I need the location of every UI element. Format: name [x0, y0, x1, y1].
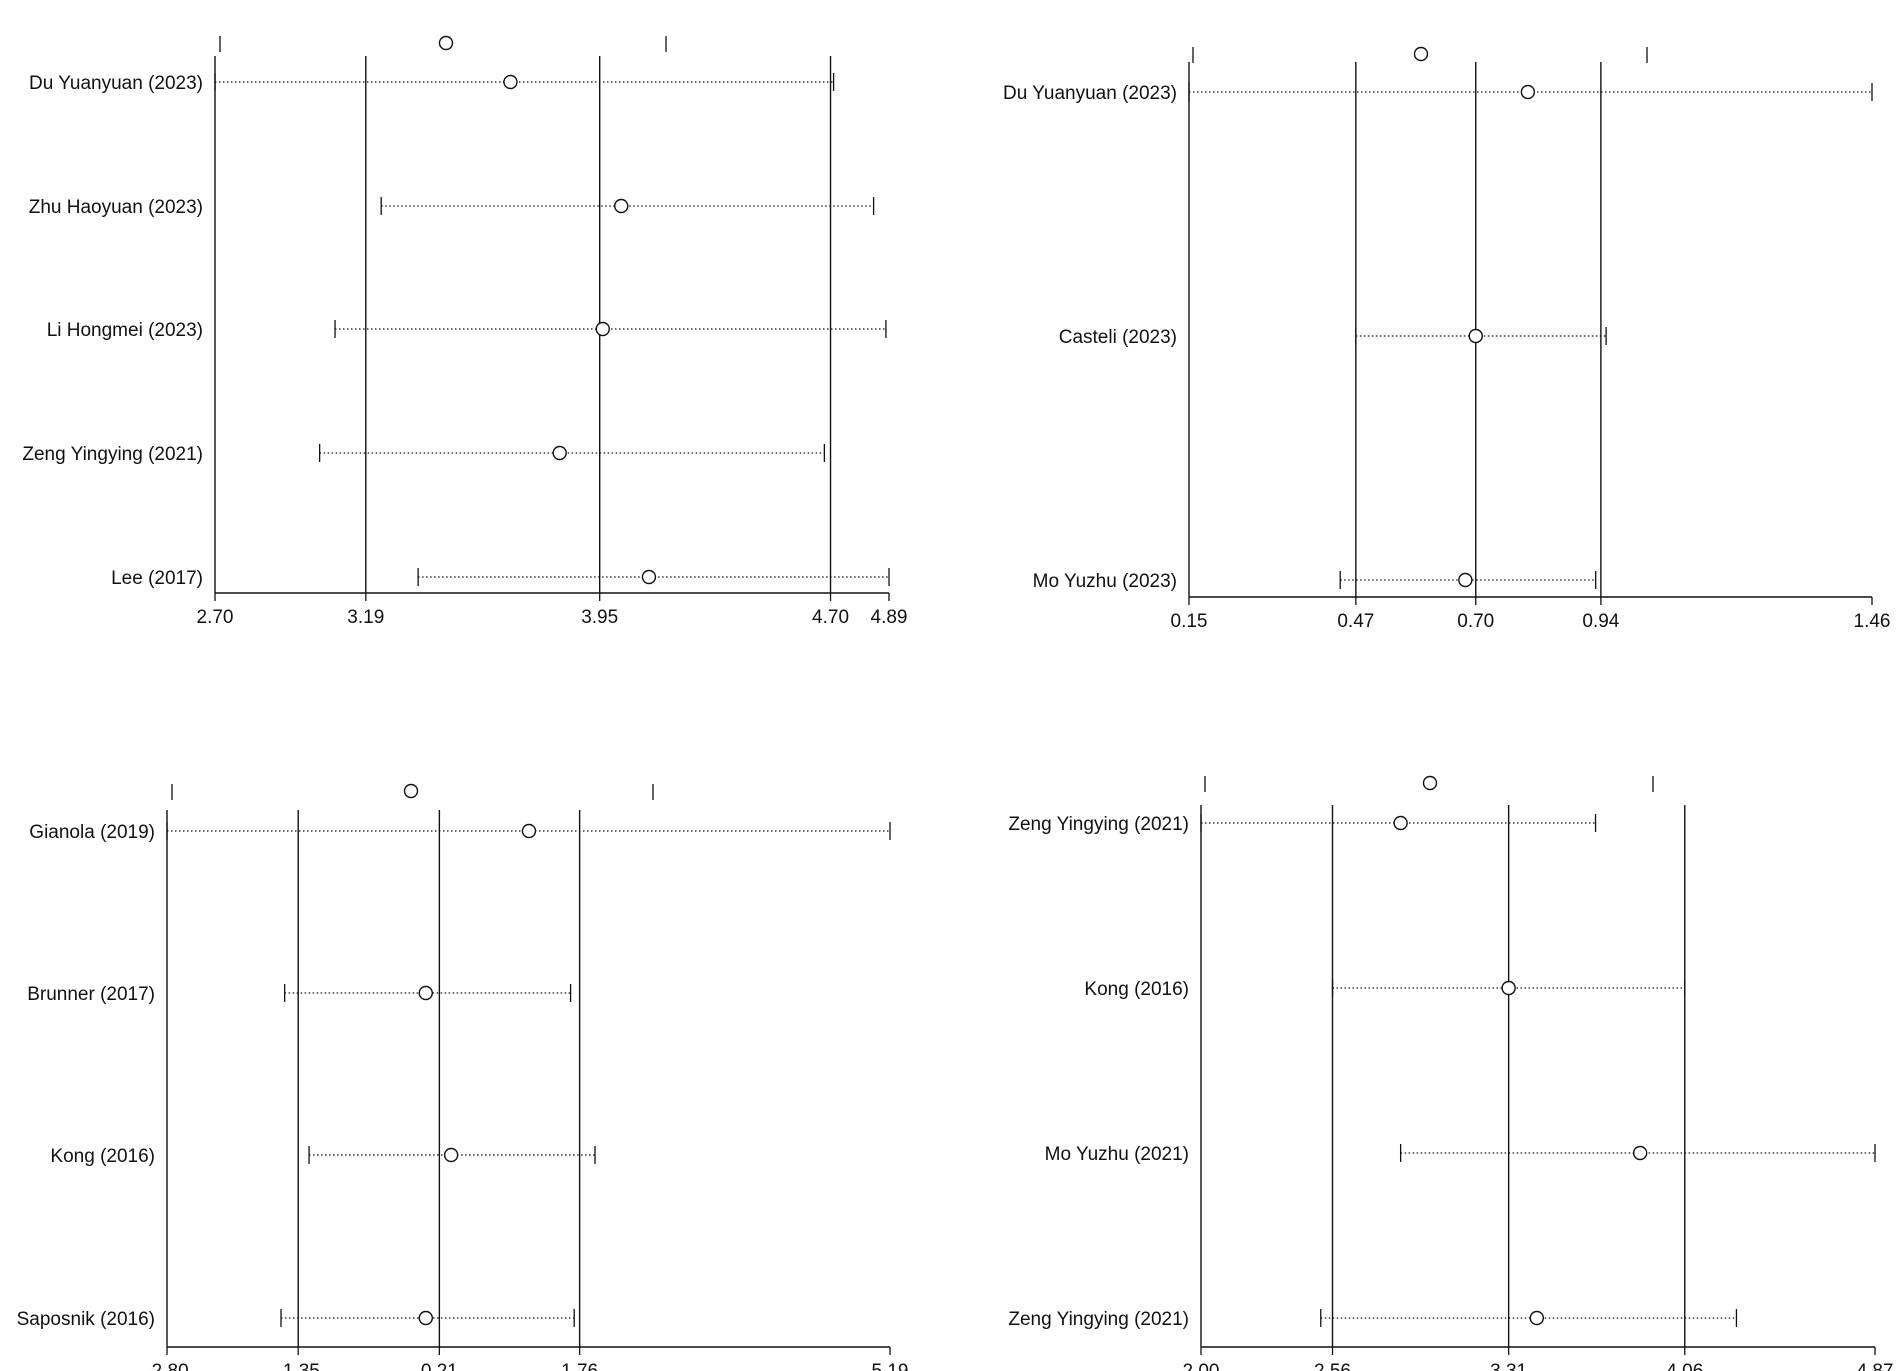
- x-tick-label: 4.89: [871, 607, 908, 628]
- study-row: Kong (2016): [50, 1146, 596, 1167]
- study-label: Saposnik (2016): [17, 1309, 155, 1330]
- study-label: Zeng Yingying (2021): [22, 444, 203, 465]
- x-tick-label: 4.70: [812, 607, 849, 628]
- study-row: Mo Yuzhu (2021): [1045, 1144, 1876, 1165]
- x-tick-label: 3.19: [347, 607, 384, 628]
- estimate-point: [1468, 328, 1483, 344]
- study-row: Li Hongmei (2023): [47, 320, 887, 341]
- legend: [219, 35, 667, 52]
- estimate-point: [443, 1147, 459, 1163]
- study-row: Saposnik (2016): [17, 1309, 575, 1330]
- legend-estimate-marker: [438, 35, 454, 51]
- x-tick-label: 0.15: [1171, 611, 1208, 632]
- study-row: Zhu Haoyuan (2023): [29, 197, 875, 218]
- study-label: Du Yuanyuan (2023): [1003, 83, 1177, 104]
- study-row: Brunner (2017): [27, 984, 572, 1005]
- x-tick-label: 0.21: [421, 1361, 458, 1371]
- estimate-point: [521, 823, 537, 839]
- study-label: Zeng Yingying (2021): [1008, 814, 1189, 835]
- estimate-point: [1393, 815, 1408, 831]
- study-row: Casteli (2023): [1059, 327, 1607, 348]
- study-row: Du Yuanyuan (2023): [1003, 83, 1873, 104]
- x-tick-label: 3.95: [581, 607, 618, 628]
- study-label: Brunner (2017): [27, 984, 155, 1005]
- estimate-point: [614, 198, 629, 214]
- study-row: Du Yuanyuan (2023): [29, 73, 835, 94]
- study-label: Kong (2016): [1084, 979, 1189, 1000]
- study-label: Zhu Haoyuan (2023): [29, 197, 203, 218]
- study-row: Kong (2016): [1084, 979, 1686, 1000]
- legend-estimate-marker: [403, 783, 419, 799]
- legend: [1204, 775, 1654, 792]
- forest-plot-3: -2.80 -1.35 0.21 1.76 5.19 Gianola (2019) Brun…: [17, 783, 909, 1371]
- estimate-point: [1501, 980, 1516, 996]
- estimate-point: [641, 569, 657, 585]
- legend-estimate-marker: [1422, 775, 1438, 791]
- estimate-point: [503, 74, 518, 90]
- study-label: Mo Yuzhu (2023): [1033, 571, 1177, 592]
- study-row: Zeng Yingying (2021): [1008, 1309, 1738, 1330]
- x-tick-label: 4.87: [1857, 1361, 1894, 1371]
- x-tick-label: 1.46: [1854, 611, 1891, 632]
- study-label: Du Yuanyuan (2023): [29, 73, 203, 94]
- study-row: Zeng Yingying (2021): [22, 444, 826, 465]
- legend: [171, 783, 654, 800]
- study-row: Zeng Yingying (2021): [1008, 814, 1597, 835]
- legend-estimate-marker: [1413, 46, 1429, 62]
- x-tick-label: 1.76: [561, 1361, 598, 1371]
- legend: [1192, 46, 1648, 63]
- study-label: Casteli (2023): [1059, 327, 1177, 348]
- x-tick-label: 2.70: [197, 607, 234, 628]
- forest-plot-1: 2.70 3.19 3.95 4.70 4.89 Du Yuanyuan (2023) Zh…: [22, 35, 908, 628]
- estimate-point: [1632, 1145, 1648, 1161]
- study-label: Li Hongmei (2023): [47, 320, 203, 341]
- estimate-point: [552, 445, 567, 461]
- x-tick-label: -1.35: [277, 1361, 320, 1371]
- x-tick-label: -2.80: [145, 1361, 188, 1371]
- study-label: Zeng Yingying (2021): [1008, 1309, 1189, 1330]
- x-tick-label: 3.31: [1490, 1361, 1527, 1371]
- x-tick-label: 0.70: [1457, 611, 1494, 632]
- x-tick-label: 4.06: [1666, 1361, 1703, 1371]
- x-tick-label: 0.47: [1337, 611, 1374, 632]
- study-label: Gianola (2019): [29, 822, 155, 843]
- estimate-point: [1529, 1310, 1545, 1326]
- estimate-point: [1520, 84, 1536, 100]
- forest-plot-2: 0.15 0.47 0.70 0.94 1.46 Du Yuanyuan (2023) Ca…: [1003, 46, 1891, 632]
- estimate-point: [595, 321, 610, 337]
- x-tick-label: 2.56: [1314, 1361, 1351, 1371]
- x-tick-label: 2.00: [1183, 1361, 1220, 1371]
- study-row: Gianola (2019): [29, 822, 891, 843]
- study-label: Mo Yuzhu (2021): [1045, 1144, 1189, 1165]
- study-label: Lee (2017): [111, 568, 203, 589]
- x-tick-label: 0.94: [1582, 611, 1619, 632]
- estimate-point: [418, 1310, 433, 1326]
- study-label: Kong (2016): [50, 1146, 155, 1167]
- estimate-point: [418, 985, 433, 1001]
- forest-plot-4: 2.00 2.56 3.31 4.06 4.87 Zeng Yingying (2021)…: [1008, 775, 1894, 1371]
- study-row: Mo Yuzhu (2023): [1033, 571, 1597, 592]
- study-row: Lee (2017): [111, 568, 890, 589]
- estimate-point: [1458, 572, 1473, 588]
- x-tick-label: 5.19: [872, 1361, 909, 1371]
